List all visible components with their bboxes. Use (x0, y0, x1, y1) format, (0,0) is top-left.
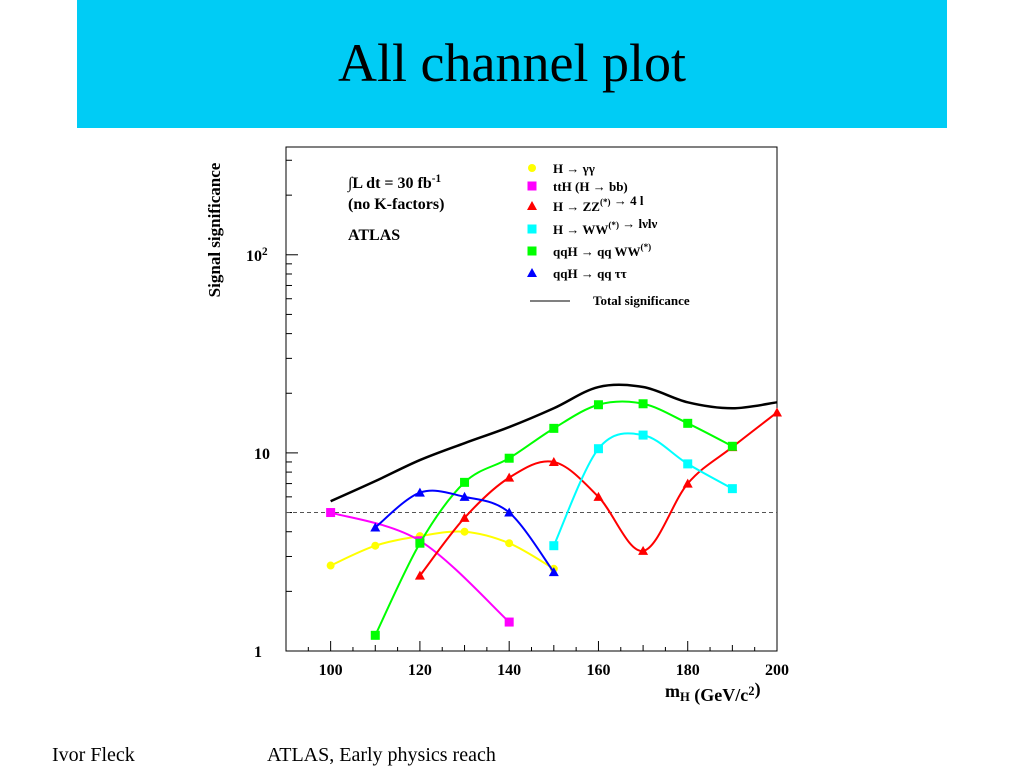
legend-swatch (527, 246, 537, 256)
x-tick-label: 180 (676, 662, 700, 679)
data-point (326, 561, 335, 570)
x-tick-label: 200 (765, 662, 789, 679)
x-tick-label: 100 (319, 662, 343, 679)
legend-label: H → γγ (553, 161, 595, 176)
data-point (593, 444, 603, 454)
data-point (504, 617, 514, 627)
legend-label: qqH → qq ττ (553, 266, 627, 281)
data-point (414, 487, 425, 497)
data-point (727, 441, 737, 451)
data-point (682, 478, 693, 488)
series-line-6 (330, 383, 778, 503)
series-line-3 (552, 432, 733, 547)
plot-frame (285, 146, 778, 652)
data-point (371, 541, 380, 550)
data-point (593, 491, 604, 501)
x-tick-label: 120 (408, 662, 432, 679)
data-point (772, 407, 782, 417)
annotation-k-factors: (no K-factors) (348, 196, 444, 213)
y-tick-label: 10 (254, 446, 270, 463)
y-axis-label: Signal significance (205, 162, 224, 297)
series-line-4 (374, 400, 733, 636)
legend-swatch (527, 224, 537, 234)
slide-title: All channel plot (338, 33, 686, 93)
data-point (548, 567, 559, 577)
data-point (638, 430, 648, 440)
data-point (548, 456, 559, 466)
footer-author: Ivor Fleck (52, 744, 135, 766)
footer-caption: ATLAS, Early physics reach (267, 744, 496, 766)
x-tick-label: 160 (586, 662, 610, 679)
y-tick-label: 1 (254, 644, 262, 661)
legend-swatch (527, 181, 537, 191)
data-point (638, 545, 649, 555)
data-point (414, 570, 425, 580)
data-point (683, 418, 693, 428)
series-line-0 (330, 530, 555, 570)
x-tick-label: 140 (497, 662, 521, 679)
data-point (415, 538, 425, 548)
data-point (727, 484, 737, 494)
legend-label: qqH → qq WW(*) (553, 242, 651, 259)
data-point (504, 507, 515, 517)
data-point (504, 472, 515, 482)
data-point (326, 508, 336, 518)
x-axis-label: mH (GeV/c2) (665, 679, 761, 706)
legend-label: Total significance (593, 293, 690, 308)
legend-swatch (527, 201, 537, 210)
data-point (370, 522, 381, 532)
legend-swatch (528, 164, 536, 172)
data-point (593, 400, 603, 410)
data-point (505, 539, 514, 548)
data-point (460, 477, 470, 487)
y-tick-label: 102 (246, 246, 268, 265)
data-point (638, 399, 648, 409)
title-bar: All channel plot (77, 0, 947, 128)
data-point (504, 453, 514, 463)
data-point (459, 512, 470, 522)
data-point (460, 527, 469, 536)
legend-label: ttH (H → bb) (553, 179, 628, 194)
legend-label: H → WW(*) → lνlν (553, 216, 658, 237)
annotation-atlas: ATLAS (348, 227, 400, 244)
data-point (459, 491, 470, 501)
series-line-1 (330, 511, 510, 623)
data-point (549, 423, 559, 433)
data-point (370, 630, 380, 640)
data-point (549, 541, 559, 551)
legend-swatch (527, 268, 537, 277)
legend-label: H → ZZ(*) → 4 l (553, 193, 644, 214)
data-point (683, 459, 693, 469)
annotation-luminosity: ∫L dt = 30 fb-1 (347, 173, 441, 193)
